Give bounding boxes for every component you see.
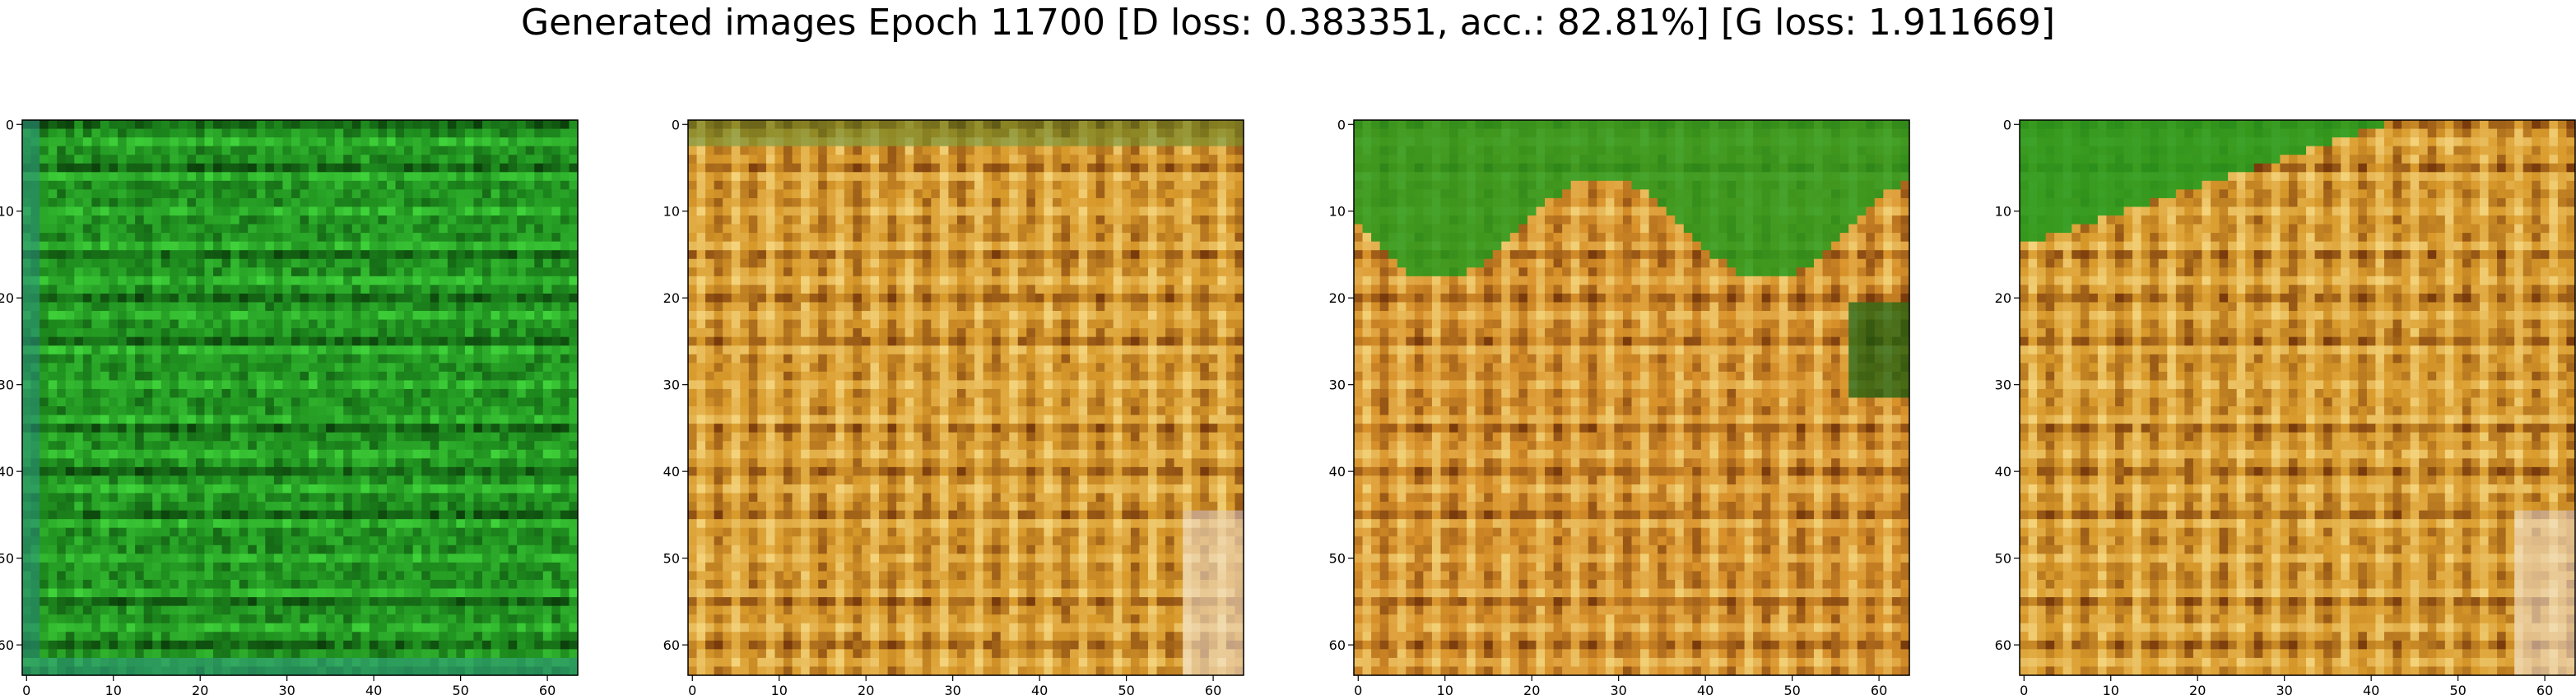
y-tick-label: 60 xyxy=(1329,637,1346,653)
x-tick-label: 10 xyxy=(105,683,122,695)
x-tick-label: 0 xyxy=(22,683,30,695)
y-tick-label: 20 xyxy=(1329,290,1346,306)
y-tick-label: 40 xyxy=(0,464,14,480)
x-tick-label: 40 xyxy=(1031,683,1048,695)
x-tick-label: 50 xyxy=(1118,683,1134,695)
y-tick-label: 60 xyxy=(0,637,14,653)
x-tick-label: 10 xyxy=(2103,683,2119,695)
y-tick-label: 40 xyxy=(1995,464,2011,480)
x-tick-label: 30 xyxy=(2276,683,2293,695)
y-tick-label: 0 xyxy=(6,117,14,132)
x-tick-label: 30 xyxy=(945,683,961,695)
x-tick-label: 20 xyxy=(2189,683,2206,695)
x-tick-label: 10 xyxy=(1437,683,1453,695)
y-tick-label: 0 xyxy=(1337,117,1346,132)
y-tick-label: 30 xyxy=(1995,378,2011,393)
y-tick-label: 20 xyxy=(1995,290,2011,306)
y-tick-label: 20 xyxy=(0,290,14,306)
y-tick-label: 60 xyxy=(1995,637,2011,653)
subplot-1: 0 10 20 30 40 50 60 0 10 20 30 40 50 60 xyxy=(0,117,579,695)
y-tick-label: 50 xyxy=(0,551,14,567)
axes-frame xyxy=(687,119,1244,676)
x-tick-label: 50 xyxy=(452,683,468,695)
x-tick-label: 0 xyxy=(1354,683,1362,695)
axes-frame xyxy=(2019,119,2576,676)
x-tick-label: 0 xyxy=(2020,683,2028,695)
y-tick-label: 40 xyxy=(1329,464,1346,480)
x-tick-label: 50 xyxy=(2449,683,2466,695)
y-tick-label: 40 xyxy=(663,464,680,480)
y-tick-label: 0 xyxy=(2003,117,2011,132)
x-tick-label: 20 xyxy=(192,683,208,695)
x-tick-label: 40 xyxy=(365,683,382,695)
image-pixels xyxy=(22,120,579,676)
y-tick-label: 30 xyxy=(0,378,14,393)
x-tick-label: 40 xyxy=(2363,683,2379,695)
x-tick-label: 60 xyxy=(539,683,556,695)
image-pixels xyxy=(688,120,1244,676)
x-tick-label: 20 xyxy=(858,683,874,695)
y-tick-label: 50 xyxy=(1995,551,2011,567)
y-tick-label: 10 xyxy=(0,204,14,220)
subplot-4: 0 10 20 30 40 50 60 0 10 20 30 40 50 60 xyxy=(1995,117,2576,695)
y-tick-label: 60 xyxy=(663,637,680,653)
x-tick-label: 50 xyxy=(1783,683,1800,695)
x-tick-label: 30 xyxy=(279,683,295,695)
y-tick-label: 10 xyxy=(663,204,680,220)
subplot-3: 0 10 20 30 40 50 60 0 10 20 30 40 50 60 xyxy=(1329,117,1910,695)
y-tick-label: 50 xyxy=(1329,551,1346,567)
axes-frame xyxy=(21,119,579,676)
x-tick-label: 60 xyxy=(1871,683,1887,695)
y-tick-label: 10 xyxy=(1329,204,1346,220)
y-tick-label: 30 xyxy=(663,378,680,393)
y-tick-label: 20 xyxy=(663,290,680,306)
image-pixels xyxy=(1354,120,1910,676)
subplot-2: 0 10 20 30 40 50 60 0 10 20 30 40 50 60 xyxy=(663,117,1244,695)
y-tick-label: 50 xyxy=(663,551,680,567)
x-tick-label: 10 xyxy=(771,683,788,695)
y-tick-label: 0 xyxy=(672,117,680,132)
x-tick-label: 60 xyxy=(2536,683,2553,695)
y-tick-label: 10 xyxy=(1995,204,2011,220)
x-tick-label: 60 xyxy=(1205,683,1221,695)
x-tick-label: 30 xyxy=(1611,683,1627,695)
x-tick-label: 20 xyxy=(1523,683,1540,695)
axes-frame xyxy=(1353,119,1910,676)
figure-suptitle: Generated images Epoch 11700 [D loss: 0.… xyxy=(520,2,2056,44)
y-tick-label: 30 xyxy=(1329,378,1346,393)
image-pixels xyxy=(2020,120,2576,676)
x-tick-label: 40 xyxy=(1697,683,1713,695)
x-tick-label: 0 xyxy=(688,683,696,695)
